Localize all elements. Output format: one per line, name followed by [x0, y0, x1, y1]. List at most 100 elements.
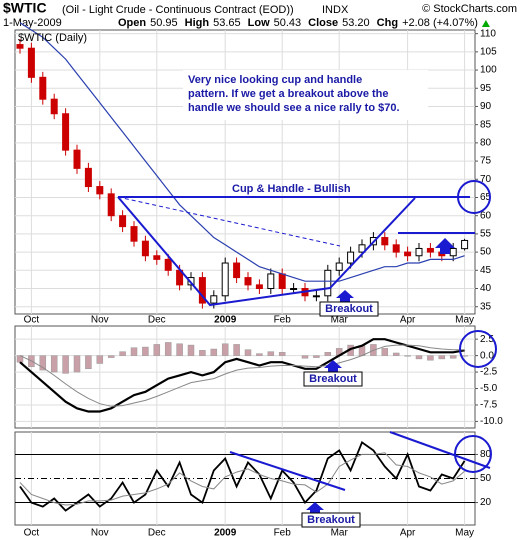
histogram-bar: [187, 344, 195, 356]
x-tick-label: 2009: [214, 528, 237, 539]
x-tick-label: Mar: [331, 528, 349, 539]
y-tick-label: -5.0: [480, 383, 498, 394]
y-tick-label: 70: [480, 174, 492, 185]
histogram-bar: [153, 344, 161, 356]
histogram-bar: [256, 353, 263, 356]
histogram-bar: [449, 355, 457, 359]
y-tick-label: 100: [480, 65, 497, 76]
histogram-bar: [244, 349, 252, 356]
x-tick-label: Apr: [400, 528, 416, 539]
field-label: Close: [308, 17, 338, 29]
histogram-bar: [107, 355, 115, 358]
y-tick-label: 80: [480, 449, 492, 460]
y-tick-label: 65: [480, 192, 492, 203]
x-tick-label: Dec: [148, 315, 166, 326]
candle-body: [312, 295, 320, 298]
histogram-bar: [233, 344, 240, 356]
field-value: 53.65: [213, 17, 241, 29]
field-value: +2.08 (+4.07%): [402, 17, 478, 29]
symbol: $WTIC: [3, 0, 47, 16]
copyright: © StockCharts.com: [422, 3, 517, 15]
histogram-bar: [427, 355, 434, 361]
candle-body: [16, 44, 24, 49]
y-tick-label: 85: [480, 119, 492, 130]
y-tick-label: 35: [480, 301, 492, 312]
candle-body: [233, 262, 241, 279]
y-tick-label: 55: [480, 229, 492, 240]
y-tick-label: 0.0: [480, 350, 494, 361]
y-tick-label: 110: [480, 28, 496, 39]
label-box: [303, 371, 363, 387]
y-tick-label: 50: [480, 247, 492, 258]
breakout-label: Breakout: [307, 514, 355, 526]
candle-body: [39, 76, 47, 100]
arrow: [435, 238, 455, 254]
y-tick-label: 90: [480, 101, 492, 112]
y-tick-label: 20: [480, 497, 492, 508]
x-tick-label: Apr: [400, 315, 416, 326]
note-line: pattern. If we get a breakout above the: [188, 88, 389, 100]
arrow: [336, 290, 354, 302]
candle-body: [107, 193, 115, 217]
candle-body: [130, 226, 138, 242]
note-box: [183, 70, 428, 120]
candle-body: [255, 284, 263, 290]
histogram-bar: [85, 355, 92, 370]
breakout-label: Breakout: [309, 373, 357, 385]
histogram-bar: [438, 355, 446, 360]
annotations: $WTIC (Daily) Very nice looking cup and …: [18, 32, 497, 528]
histogram-bar: [381, 348, 389, 356]
candle-body: [164, 258, 172, 271]
breakout-label: Breakout: [325, 303, 373, 315]
candle-body: [278, 273, 286, 290]
histogram-bar: [96, 355, 104, 364]
candle-body: [210, 295, 218, 304]
histogram-bar: [415, 355, 423, 360]
y-tick-label: 40: [480, 283, 492, 294]
histogram-bar: [50, 355, 58, 373]
candle-body: [221, 262, 229, 297]
histogram-bar: [176, 343, 183, 356]
candle-body: [198, 277, 206, 304]
histogram-bar: [164, 342, 172, 356]
candle-body: [27, 47, 35, 78]
instrument-name: (Oil - Light Crude - Continuous Contract…: [62, 4, 294, 16]
histogram-bar: [142, 346, 149, 356]
histogram-bar: [210, 348, 218, 356]
trend-line: [229, 451, 346, 491]
histogram-bar: [199, 350, 206, 356]
panel-frame: [14, 325, 476, 429]
candle-body: [84, 167, 92, 188]
histogram-bar: [221, 343, 229, 356]
histogram-bar: [119, 351, 126, 356]
candle-body: [153, 255, 161, 260]
x-tick-label: Nov: [91, 315, 109, 326]
y-tick-label: 80: [480, 138, 492, 149]
highlight-circle: [454, 435, 492, 473]
x-tick-label: May: [455, 528, 474, 539]
y-tick-label: 105: [480, 46, 497, 57]
dashed-line: [117, 196, 341, 247]
candle-body: [358, 244, 366, 253]
y-tick-label: 45: [480, 265, 492, 276]
field-label: Open: [118, 17, 146, 29]
y-tick-label: 60: [480, 210, 492, 221]
y-tick-label: -2.5: [480, 367, 498, 378]
trend-line: [389, 431, 491, 469]
x-tick-label: Feb: [274, 315, 292, 326]
quote-fields: Open 50.95 High 53.65 Low 50.43 Close 53.20 Chg +…: [118, 17, 490, 29]
field-value: 53.20: [342, 17, 370, 29]
arrow: [324, 360, 342, 372]
candle-body: [335, 262, 343, 271]
candle-body: [141, 240, 149, 257]
histogram-bar: [267, 351, 275, 356]
change-arrow: [481, 20, 490, 27]
candle-body: [290, 288, 298, 291]
candle-body: [347, 251, 355, 264]
y-tick-label: -10.0: [480, 416, 503, 427]
field-label: Low: [248, 17, 270, 29]
candle-body: [267, 273, 275, 290]
candle-body: [62, 113, 70, 151]
candle-body: [96, 186, 104, 195]
x-tick-label: Dec: [148, 528, 166, 539]
